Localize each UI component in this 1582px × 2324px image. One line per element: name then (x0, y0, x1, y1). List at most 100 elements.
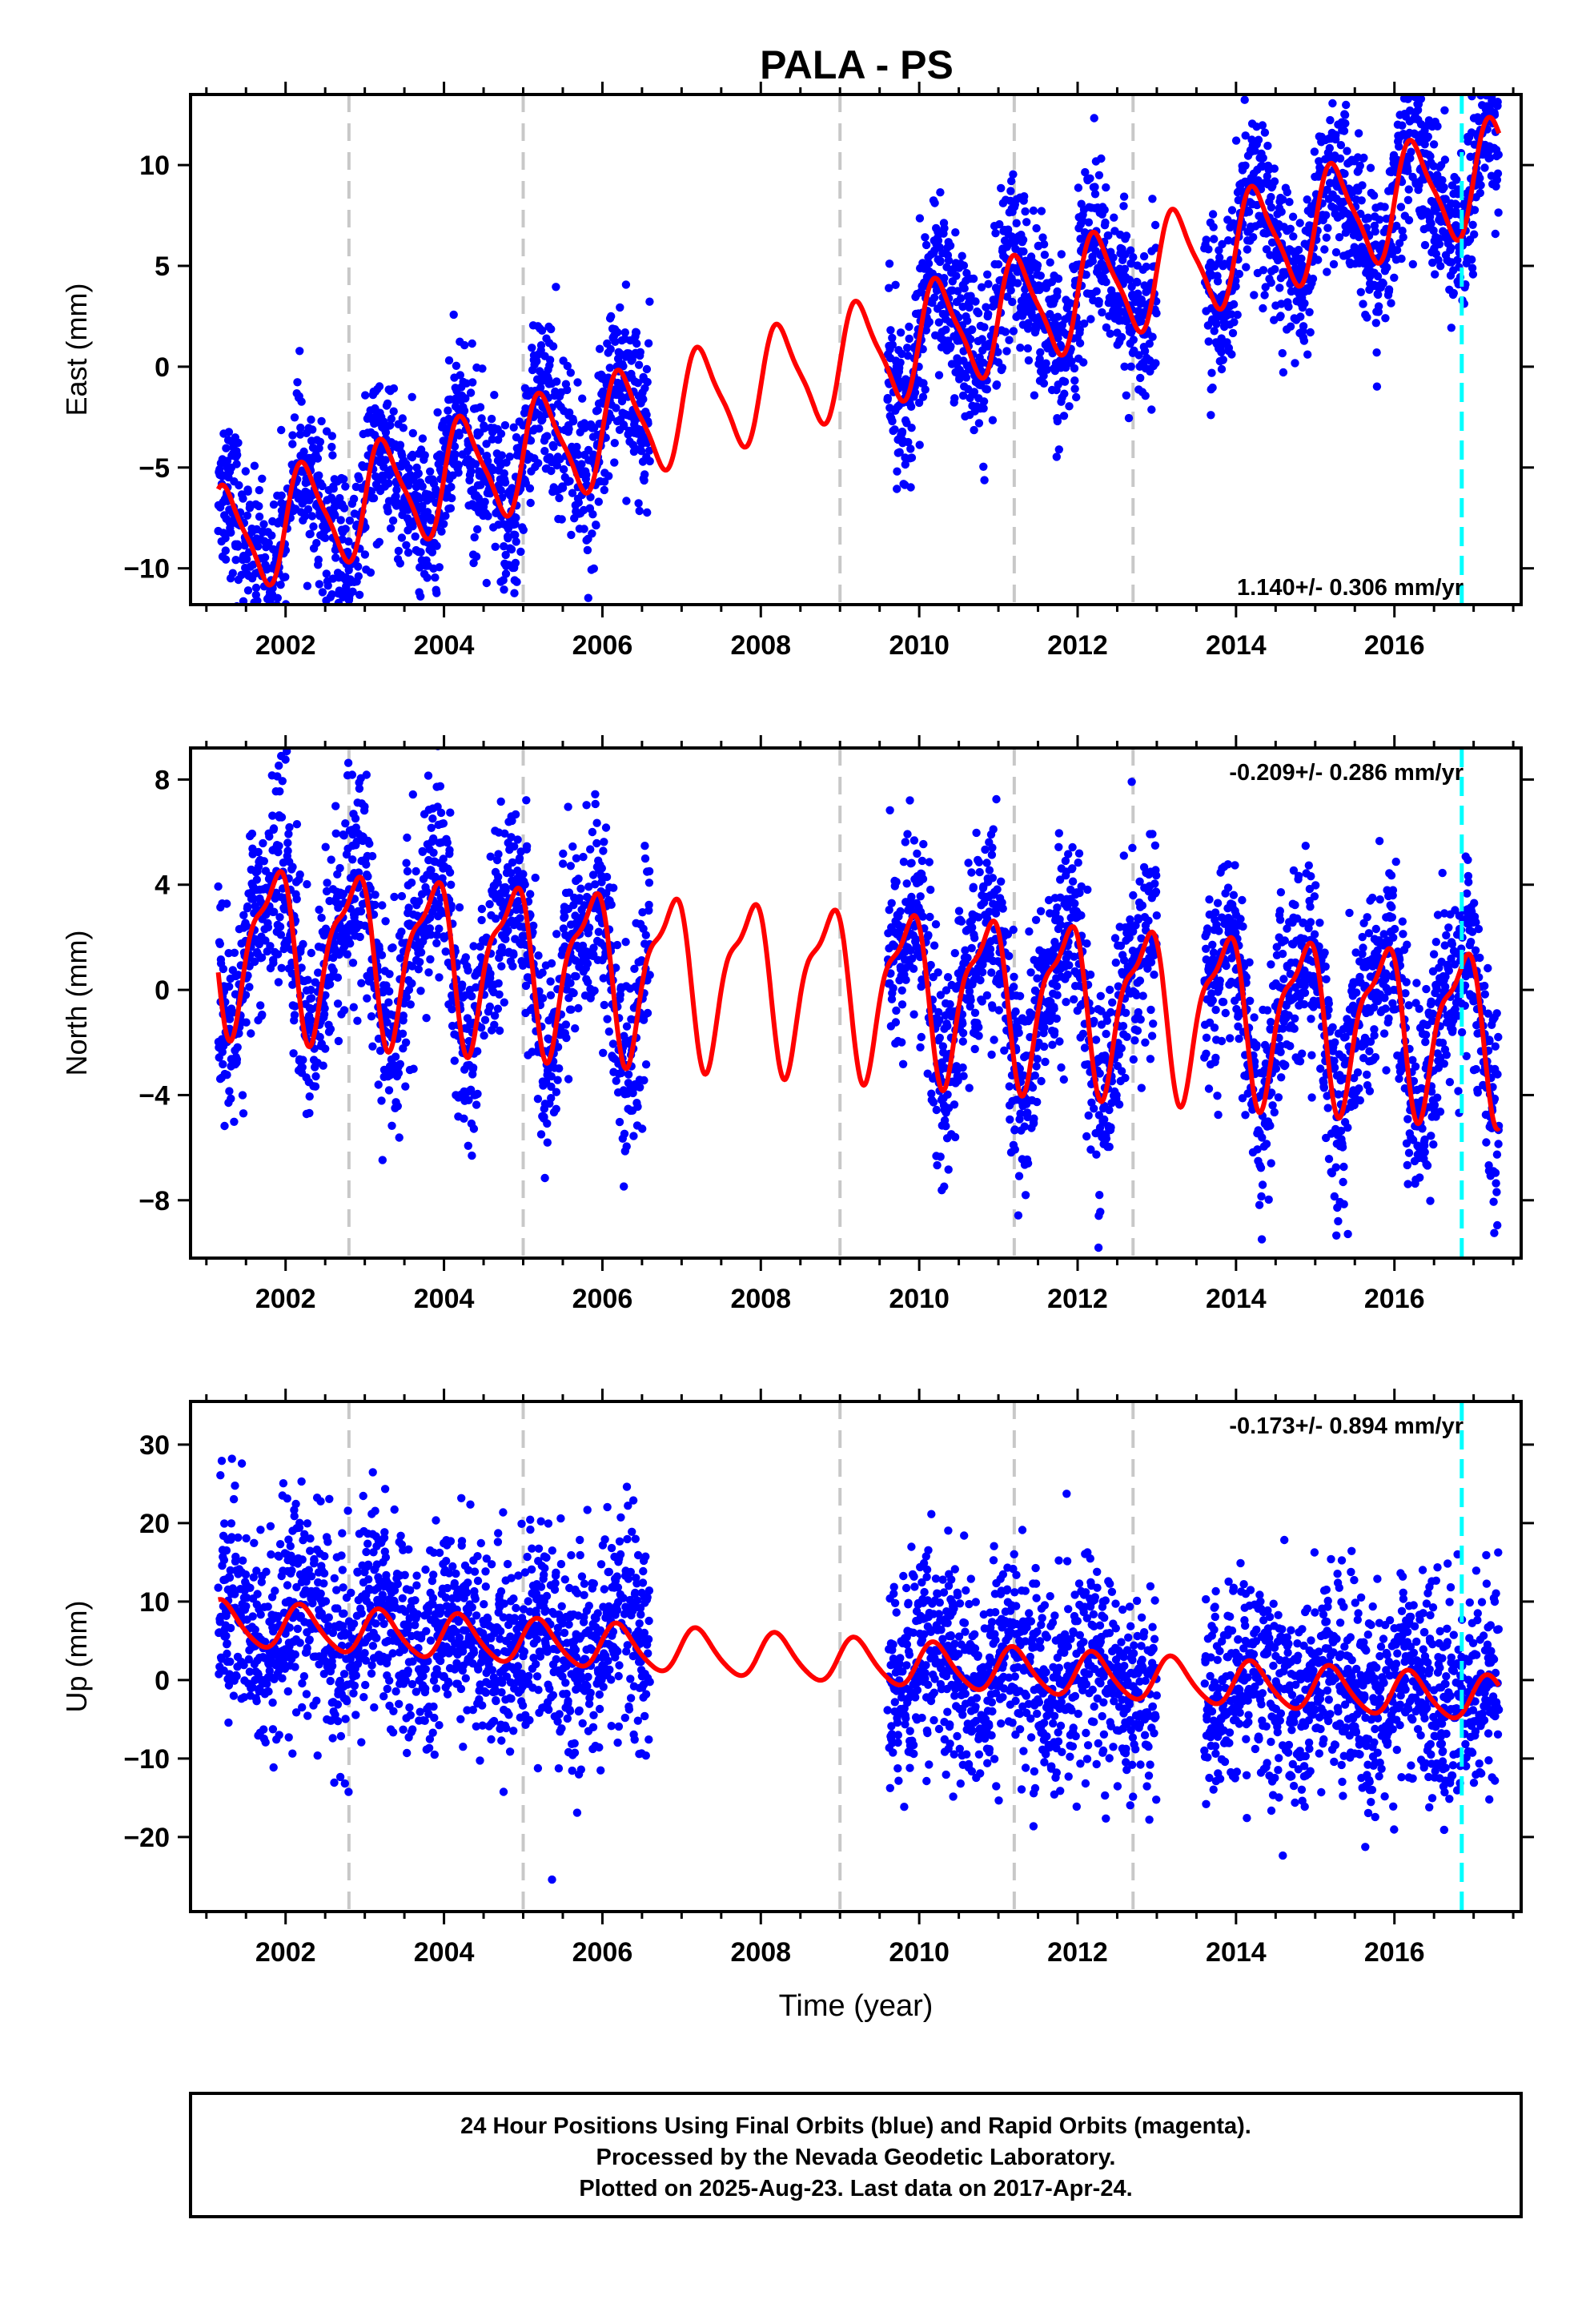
data-point (1224, 344, 1234, 352)
data-point (225, 1087, 234, 1096)
data-point (1359, 300, 1367, 308)
data-point (1208, 383, 1217, 392)
data-point (998, 364, 1007, 372)
data-point (377, 1096, 386, 1105)
data-point (1423, 132, 1433, 141)
data-point (568, 842, 577, 851)
data-point (234, 971, 243, 979)
data-point (473, 525, 482, 534)
data-point (1323, 267, 1331, 276)
data-point (269, 824, 279, 833)
data-point (433, 408, 442, 417)
data-point (255, 939, 263, 949)
data-point (254, 542, 263, 551)
data-point (355, 784, 364, 793)
data-point (309, 522, 318, 531)
data-point (349, 1003, 358, 1011)
data-point (1258, 121, 1267, 130)
data-point (1374, 290, 1383, 300)
data-point (962, 373, 971, 382)
data-point (270, 907, 279, 916)
data-point (1122, 231, 1131, 240)
data-point (357, 979, 366, 987)
data-point (946, 342, 955, 351)
data-point (1228, 328, 1238, 338)
data-point (266, 617, 274, 625)
data-point (1207, 368, 1216, 377)
data-point (450, 442, 460, 451)
data-point (329, 967, 338, 975)
data-point (297, 963, 306, 972)
data-point (925, 858, 934, 866)
data-point (642, 364, 652, 374)
data-point (892, 1006, 901, 1015)
data-point (397, 533, 407, 542)
data-point (1411, 130, 1420, 139)
data-point (384, 1086, 394, 1095)
data-point (1294, 245, 1303, 255)
data-point (1261, 283, 1270, 292)
data-point (992, 380, 1002, 389)
data-point (888, 340, 897, 349)
data-point (917, 856, 927, 866)
data-point (902, 879, 911, 888)
data-point (396, 440, 405, 449)
data-point (1259, 266, 1268, 275)
data-point (504, 926, 512, 935)
data-point (1241, 161, 1250, 170)
data-point (558, 484, 568, 493)
data-point (552, 283, 560, 292)
data-point (295, 347, 304, 356)
data-point (482, 933, 491, 943)
data-point (260, 553, 270, 562)
data-point (224, 428, 234, 436)
data-point (331, 553, 340, 562)
data-point (1371, 319, 1381, 328)
data-point (492, 915, 500, 923)
data-point (546, 977, 555, 986)
data-point (261, 936, 270, 945)
data-point (1480, 163, 1489, 172)
data-point (991, 229, 1000, 238)
data-point (476, 403, 485, 412)
data-point (1470, 230, 1479, 239)
data-point (1492, 76, 1500, 84)
data-point (574, 875, 583, 883)
data-point (1074, 183, 1083, 192)
data-point (468, 991, 476, 1001)
data-point (429, 834, 438, 843)
data-point (1494, 208, 1503, 217)
data-point (291, 1002, 299, 1011)
data-point (1315, 157, 1323, 166)
data-point (944, 256, 954, 265)
data-point (1106, 329, 1114, 338)
data-point (1052, 452, 1062, 461)
data-point (347, 770, 357, 779)
data-point (535, 424, 544, 433)
data-point (445, 846, 454, 854)
data-point (1381, 314, 1390, 323)
data-point (511, 558, 520, 568)
data-point (290, 1011, 299, 1019)
data-point (1286, 224, 1295, 233)
data-point (418, 847, 428, 857)
data-point (958, 302, 967, 312)
data-point (219, 1059, 227, 1069)
data-point (326, 1024, 335, 1034)
data-point (1090, 183, 1099, 191)
data-point (276, 931, 286, 939)
data-point (606, 344, 615, 354)
data-point (222, 444, 231, 452)
data-point (501, 550, 510, 560)
data-point (934, 318, 944, 327)
data-point (1263, 141, 1272, 151)
data-point (418, 434, 428, 443)
data-point (1299, 322, 1308, 331)
data-point (538, 994, 548, 1003)
data-point (415, 897, 424, 906)
data-point (416, 987, 425, 995)
data-point (414, 469, 423, 478)
data-point (1219, 356, 1228, 364)
data-point (235, 480, 243, 490)
data-point (397, 891, 407, 901)
